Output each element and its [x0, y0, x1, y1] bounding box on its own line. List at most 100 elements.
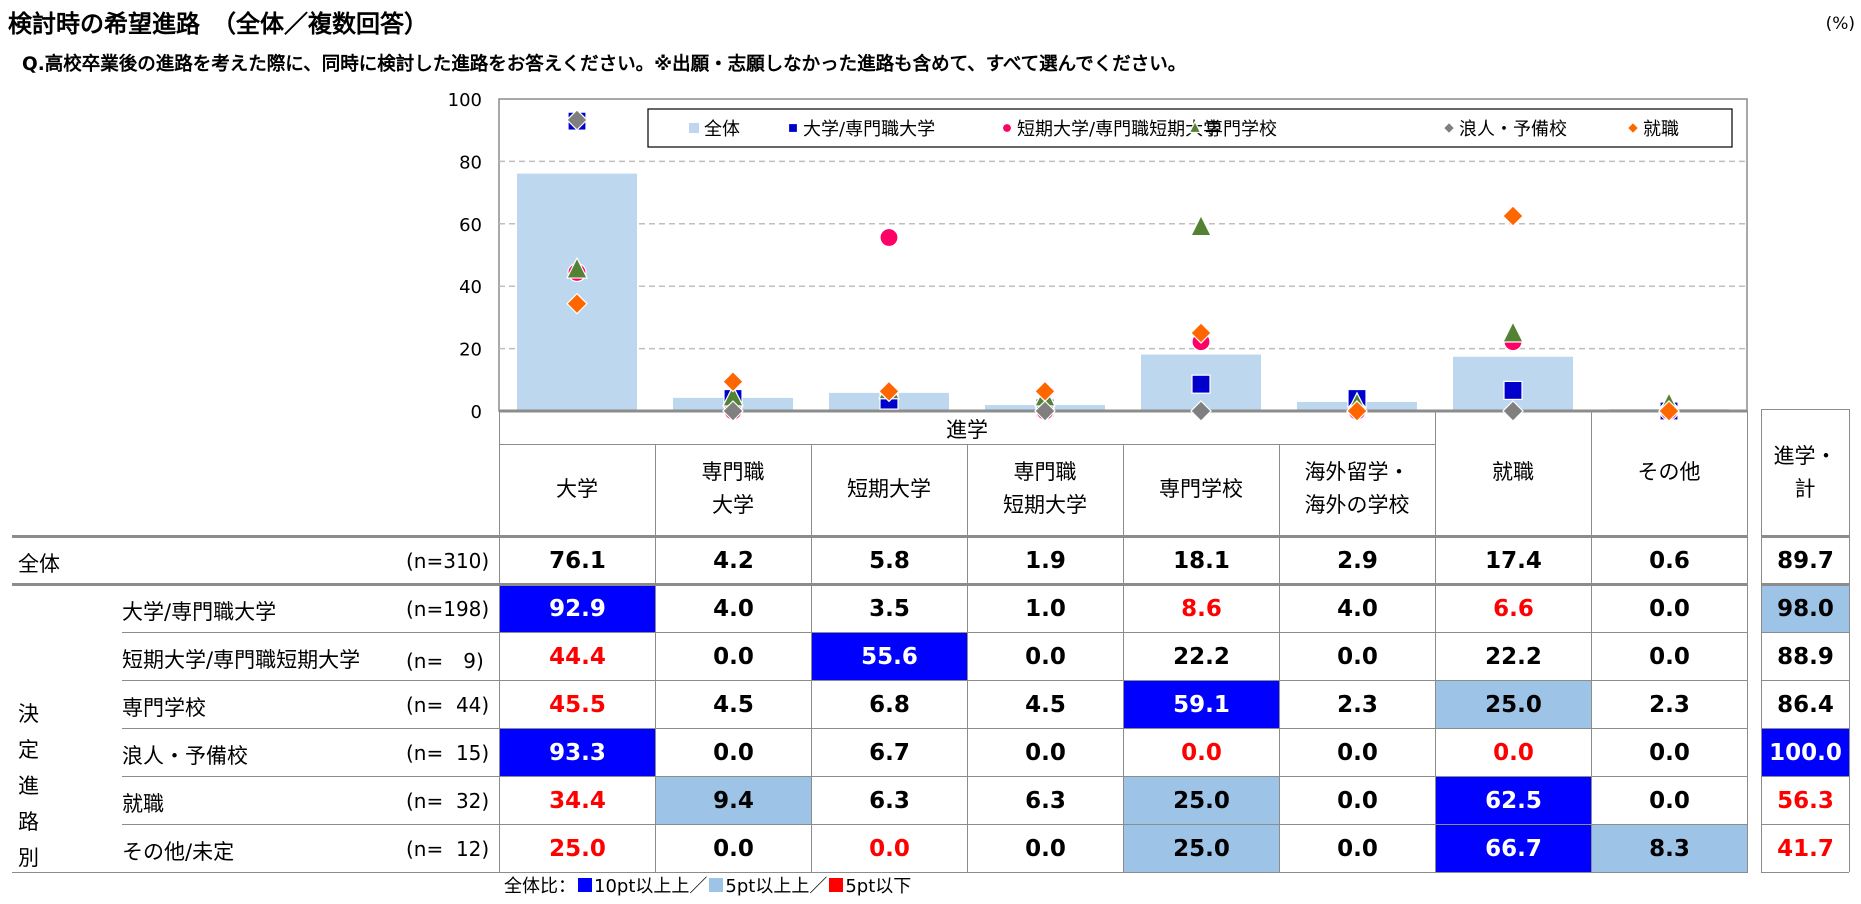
row-label: 短期大学/専門職短期大学: [122, 648, 361, 672]
table-cell: 44.4: [549, 643, 606, 670]
row-label-total: 全体: [18, 552, 60, 576]
marker-s6-4: [1034, 380, 1056, 403]
table-cell: 76.1: [549, 547, 606, 574]
table-cell: 5.8: [869, 547, 910, 574]
row-label: 大学/専門職大学: [122, 600, 277, 624]
total-col-divider: [1761, 776, 1849, 777]
table-cell: 59.1: [1124, 681, 1279, 728]
unit-label: (%): [1825, 14, 1855, 34]
row-n: (n=198): [406, 597, 490, 621]
y-tick-label: 80: [459, 152, 482, 173]
marker-s5-4: [1034, 400, 1056, 422]
table-cell: 6.7: [869, 739, 910, 766]
table-cell: 62.5: [1436, 777, 1591, 824]
column-header: その他: [1637, 460, 1701, 485]
row-label: 浪人・予備校: [122, 744, 248, 768]
question-text: Q.高校卒業後の進路を考えた際に、同時に検討した進路をお答えください。※出願・志…: [22, 54, 1187, 75]
table-cell: 0.0: [1493, 739, 1534, 766]
total-cell: 89.7: [1777, 547, 1834, 574]
table-cell: 0.0: [1649, 739, 1690, 766]
legend-key-3: [1001, 122, 1013, 134]
table-cell: 6.3: [869, 787, 910, 814]
note-label: 10pt以上上: [594, 876, 690, 897]
row-divider: [122, 776, 1748, 777]
table-cell: 0.0: [1025, 739, 1066, 766]
table-cell: 6.3: [1025, 787, 1066, 814]
col-divider: [1123, 444, 1124, 872]
table-cell: 25.0: [1124, 825, 1279, 872]
marker-s6-6: [1346, 400, 1368, 422]
table-cell: 0.0: [1649, 643, 1690, 670]
table-cell: 4.0: [713, 595, 754, 622]
table-cell: 4.5: [713, 691, 754, 718]
legend-label-3: 短期大学/専門職短期大学: [1017, 119, 1221, 140]
total-cell: 41.7: [1777, 835, 1834, 862]
total-column-header: 進学・ 計: [1773, 443, 1837, 501]
col-divider: [655, 444, 656, 872]
table-cell: 0.0: [1025, 643, 1066, 670]
y-tick-label: 0: [471, 402, 482, 423]
y-tick-label: 20: [459, 340, 482, 361]
marker-s6-1: [566, 292, 588, 315]
table-cell: 8.6: [1181, 595, 1222, 622]
row-divider: [122, 728, 1748, 729]
table-cell: 2.3: [1649, 691, 1690, 718]
table-cell: 4.0: [1337, 595, 1378, 622]
marker-s6-8: [1658, 400, 1680, 422]
column-header: 海外留学・ 海外の学校: [1304, 460, 1410, 517]
col-divider: [499, 411, 500, 872]
table-cell: 25.0: [549, 835, 606, 862]
col-divider: [1747, 411, 1748, 872]
table-cell: 0.0: [713, 739, 754, 766]
table-cell: 2.3: [1337, 691, 1378, 718]
legend-box: [647, 108, 1733, 148]
marker-s4-1: [566, 256, 588, 279]
marker-s4-7: [1502, 320, 1524, 343]
total-col-divider: [1761, 824, 1849, 825]
note-swatch: [709, 878, 724, 892]
side-label: 決定 進路別: [18, 702, 39, 870]
column-header: 専門職 大学: [701, 460, 765, 517]
legend-label-1: 全体: [704, 119, 740, 140]
row-divider: [122, 632, 1748, 633]
table-bottom: [12, 872, 1748, 873]
table-cell: 93.3: [500, 729, 655, 776]
row-divider: [122, 824, 1748, 825]
table-cell: 0.0: [1649, 787, 1690, 814]
row-n: (n= 12): [406, 837, 490, 861]
row-n: (n= 32): [406, 789, 490, 813]
total-cell: 98.0: [1762, 585, 1849, 632]
total-col-bottom: [1761, 872, 1849, 873]
row-divider: [122, 680, 1748, 681]
group-header: 進学: [946, 418, 988, 442]
table-cell: 25.0: [1124, 777, 1279, 824]
total-col-total-divider: [1761, 583, 1849, 586]
legend-label-4: 専門学校: [1205, 119, 1277, 140]
note-prefix: 全体比：: [504, 876, 576, 897]
table-cell: 0.0: [1337, 835, 1378, 862]
col-divider: [967, 444, 968, 872]
total-col-left: [1761, 409, 1762, 872]
col-divider: [1279, 444, 1280, 872]
total-row-divider: [12, 583, 1748, 586]
column-header: 短期大学: [847, 476, 931, 501]
table-cell: 0.0: [1337, 643, 1378, 670]
table-cell: 1.0: [1025, 595, 1066, 622]
row-label: その他/未定: [122, 840, 235, 864]
table-cell: 0.0: [1649, 595, 1690, 622]
table-cell: 3.5: [869, 595, 910, 622]
row-n: (n= 9): [406, 649, 484, 673]
header-divider: [12, 535, 1748, 538]
row-label: 就職: [122, 792, 164, 816]
table-cell: 6.6: [1493, 595, 1534, 622]
table-cell: 4.2: [713, 547, 754, 574]
table-cell: 0.0: [1025, 835, 1066, 862]
y-tick-label: 100: [448, 90, 482, 111]
marker-s6-7: [1502, 205, 1524, 227]
total-cell: 86.4: [1777, 691, 1834, 718]
table-cell: 9.4: [656, 777, 811, 824]
note-separator: ／: [809, 876, 828, 897]
marker-s5-7: [1502, 400, 1524, 422]
table-cell: 6.8: [869, 691, 910, 718]
